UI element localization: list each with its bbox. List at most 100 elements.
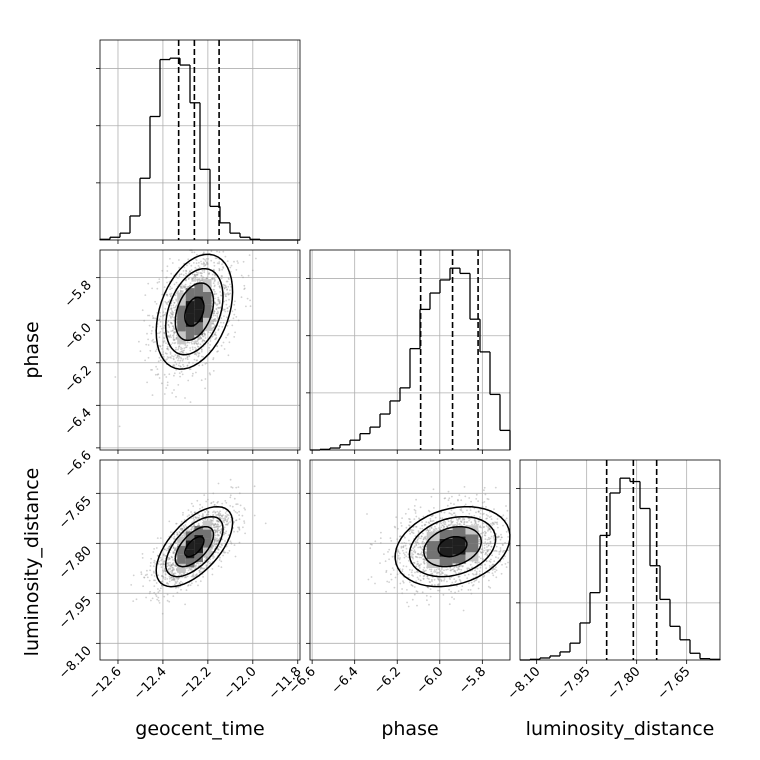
y-tick-label: −8.10 <box>56 644 95 683</box>
sample-point <box>218 307 221 309</box>
sample-point <box>477 523 479 526</box>
sample-point <box>398 558 401 561</box>
sample-point <box>212 520 214 522</box>
sample-point <box>174 582 177 584</box>
sample-point <box>175 548 178 550</box>
sample-point <box>165 293 168 296</box>
sample-point <box>189 568 192 571</box>
sample-point <box>217 523 220 526</box>
sample-point <box>181 535 184 537</box>
sample-point <box>443 525 446 528</box>
sample-point <box>490 558 492 561</box>
sample-point <box>189 584 192 587</box>
sample-point <box>471 523 473 526</box>
sample-point <box>202 261 205 264</box>
sample-point <box>194 278 196 281</box>
sample-point <box>212 545 215 548</box>
sample-point <box>198 337 201 340</box>
sample-point <box>213 268 215 271</box>
sample-point <box>172 552 175 554</box>
sample-point <box>195 342 198 345</box>
sample-point <box>473 523 476 526</box>
sample-point <box>182 514 184 516</box>
sample-point <box>196 280 199 282</box>
sample-point <box>197 562 200 565</box>
sample-point <box>413 545 416 548</box>
sample-point <box>160 327 163 330</box>
y-tick-label: −6.6 <box>62 448 95 481</box>
sample-point <box>407 605 410 608</box>
sample-point <box>180 588 182 591</box>
sample-point <box>192 525 195 528</box>
sample-point <box>181 291 184 293</box>
sample-point <box>191 567 193 569</box>
sample-point <box>150 332 153 335</box>
sample-point <box>180 357 183 360</box>
sample-point <box>453 566 456 569</box>
sample-point <box>400 522 402 524</box>
sample-point <box>219 300 221 302</box>
sample-point <box>185 272 187 275</box>
sample-point <box>434 570 437 573</box>
sample-point <box>460 508 463 510</box>
sample-point <box>451 596 453 599</box>
sample-point <box>480 532 483 535</box>
sample-point <box>194 341 197 344</box>
sample-point <box>399 562 401 564</box>
sample-point <box>216 529 219 531</box>
sample-point <box>452 524 454 526</box>
sample-point <box>187 584 190 586</box>
sample-point <box>198 279 201 282</box>
sample-point <box>216 542 218 545</box>
sample-point <box>164 300 167 303</box>
sample-point <box>174 548 177 550</box>
sample-point <box>186 515 189 518</box>
sample-point <box>505 505 507 507</box>
sample-point <box>170 570 172 573</box>
density-cell <box>185 313 195 327</box>
sample-point <box>499 538 502 541</box>
sample-point <box>421 541 424 544</box>
sample-point <box>152 565 155 568</box>
sample-point <box>403 542 406 544</box>
y-tick-label: −7.95 <box>56 594 95 633</box>
sample-point <box>404 536 406 539</box>
sample-point <box>425 594 428 597</box>
sample-point <box>194 516 197 519</box>
x-tick-label: −7.65 <box>655 664 694 703</box>
sample-point <box>211 277 214 280</box>
sample-point <box>225 530 228 533</box>
sample-point <box>212 318 215 321</box>
sample-point <box>213 318 215 321</box>
density-cell <box>202 304 212 318</box>
sample-point <box>227 354 230 357</box>
sample-point <box>379 562 381 564</box>
sample-point <box>485 552 487 555</box>
sample-point <box>165 276 168 279</box>
sample-point <box>188 354 190 357</box>
sample-point <box>202 263 205 265</box>
sample-point <box>225 293 228 295</box>
sample-point <box>172 334 175 336</box>
sample-point <box>208 372 211 375</box>
sample-point <box>180 285 182 288</box>
sample-point <box>201 339 204 342</box>
sample-point <box>450 590 452 593</box>
sample-point <box>478 511 480 513</box>
sample-point <box>167 558 170 561</box>
sample-point <box>367 578 370 581</box>
sample-point <box>173 331 175 334</box>
sample-point <box>223 532 226 534</box>
sample-point <box>225 501 228 504</box>
density-cell <box>185 326 195 340</box>
sample-point <box>440 579 443 582</box>
sample-point <box>213 541 216 543</box>
sample-point <box>206 561 209 564</box>
sample-point <box>186 567 188 570</box>
sample-point <box>226 307 229 310</box>
sample-point <box>229 521 232 523</box>
sample-point <box>409 532 412 535</box>
sample-point <box>212 557 214 559</box>
sample-point <box>211 335 214 338</box>
sample-point <box>229 494 232 497</box>
